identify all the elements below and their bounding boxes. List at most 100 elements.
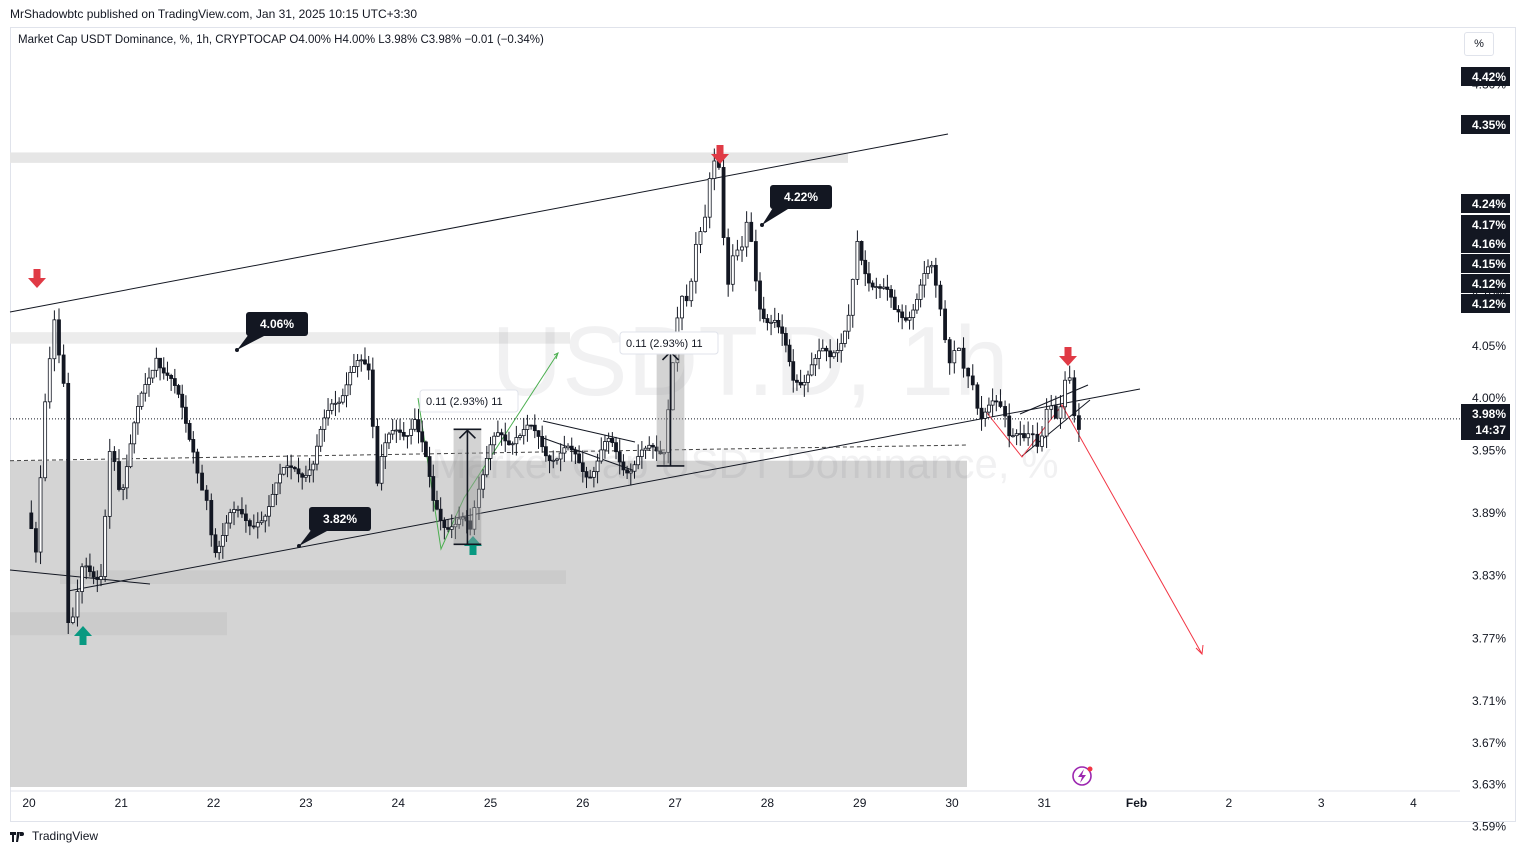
- candle-body: [566, 445, 570, 449]
- candle-body: [966, 367, 971, 377]
- candle-body: [1063, 379, 1067, 408]
- tradingview-logo-icon: [10, 831, 26, 842]
- candle-body: [311, 463, 316, 471]
- candle-body: [643, 447, 648, 451]
- candle-body: [588, 476, 593, 479]
- channel-lower-line: [67, 388, 1141, 592]
- candle-body: [460, 516, 465, 520]
- candle-body: [387, 433, 391, 444]
- price-tag-label: 4.17%: [1472, 218, 1506, 232]
- candle-body: [846, 314, 851, 332]
- candle-body: [693, 243, 698, 282]
- candle-body: [584, 471, 589, 478]
- price-tag-box: [1461, 254, 1510, 273]
- measure-tool: 0.11 (2.93%) 11: [619, 331, 719, 467]
- candle-body: [712, 160, 717, 179]
- supply-band-upper: [10, 152, 848, 163]
- time-tick-label: 30: [945, 796, 959, 810]
- candle-body: [355, 360, 360, 367]
- candle-body: [795, 379, 799, 383]
- candle-body: [761, 308, 766, 319]
- candle-body: [390, 430, 395, 435]
- candle-body: [979, 407, 984, 419]
- candle-body: [107, 451, 112, 517]
- candle-body: [499, 432, 504, 436]
- measure-arrowhead: [458, 429, 476, 439]
- callout-anchor-dot: [297, 544, 301, 548]
- candle-body: [599, 449, 604, 462]
- candle-body: [359, 359, 364, 362]
- measure-tool: 0.11 (2.93%) 11: [419, 389, 519, 546]
- candle-body: [318, 428, 323, 447]
- arrow-shaft: [469, 546, 477, 555]
- candle-body: [423, 441, 428, 457]
- candle-body: [484, 458, 489, 476]
- time-tick-label: 27: [668, 796, 682, 810]
- callout-box: [770, 185, 832, 209]
- candle-body: [933, 264, 938, 286]
- candle-body: [603, 441, 607, 451]
- time-tick-label: 20: [22, 796, 36, 810]
- candle-body: [431, 476, 436, 501]
- measure-label-box: [419, 389, 519, 413]
- candle-body: [532, 424, 537, 432]
- callout-anchor-dot: [235, 348, 239, 352]
- candle-body: [867, 273, 871, 284]
- candle-body: [798, 381, 803, 386]
- lightning-bolt: [1078, 769, 1086, 783]
- bullish-arrow-icon: [74, 626, 92, 645]
- footer-brand[interactable]: TradingView: [10, 829, 98, 843]
- candle-body: [383, 442, 388, 457]
- candle-body: [994, 400, 999, 403]
- candle-body: [136, 406, 140, 424]
- candle-body: [758, 280, 762, 310]
- candle-body: [855, 241, 860, 280]
- candle-body: [84, 565, 89, 568]
- candle-body: [224, 522, 229, 536]
- measure-label-box: [619, 331, 719, 355]
- candle-body: [442, 520, 447, 528]
- candle-body: [435, 500, 439, 510]
- candle-body: [1072, 377, 1077, 417]
- candle-body: [128, 443, 133, 468]
- lightning-dot: [1087, 766, 1093, 772]
- candle-body: [139, 392, 144, 407]
- candle-body: [240, 508, 244, 515]
- candle-body: [292, 467, 297, 470]
- candle-body: [831, 352, 836, 358]
- candle-body: [614, 442, 618, 453]
- price-tick-label: 4.05%: [1472, 339, 1506, 353]
- lightning-ring: [1072, 766, 1092, 786]
- time-tick-label: 21: [115, 796, 129, 810]
- price-tag-label: 4.12%: [1472, 277, 1506, 291]
- annotations-layer: 0.11 (2.93%) 11 0.11 (2.93%) 11 4.06% 3.82%…: [10, 145, 1460, 786]
- candle-body: [903, 317, 908, 321]
- candle-body: [492, 435, 497, 446]
- candle-body: [412, 419, 417, 430]
- price-tick-label: 4.00%: [1472, 391, 1506, 405]
- percent-scale-button[interactable]: %: [1464, 32, 1494, 56]
- candle-body: [820, 347, 825, 352]
- price-tag-box: [1461, 115, 1510, 134]
- candle-body: [990, 400, 995, 406]
- candle-body: [165, 372, 170, 376]
- candle-body: [874, 286, 879, 289]
- candle-body: [617, 451, 622, 463]
- bearish-projection-arrowhead: [1195, 644, 1204, 656]
- candle-body: [209, 500, 214, 536]
- candle-body: [525, 424, 530, 430]
- candle-body: [735, 249, 740, 257]
- candle-body: [839, 343, 844, 351]
- candle-body: [892, 296, 897, 310]
- candle-body: [1049, 405, 1054, 410]
- candle-body: [255, 522, 260, 528]
- candle-body: [859, 241, 864, 261]
- candle-body: [577, 453, 582, 464]
- candle-body: [263, 515, 268, 522]
- candle-body: [569, 445, 574, 451]
- candle-body: [1014, 433, 1019, 437]
- symbol-legend: Market Cap USDT Dominance, %, 1h, CRYPTO…: [18, 34, 544, 46]
- candle-body: [132, 422, 137, 445]
- candle-body: [1007, 415, 1012, 437]
